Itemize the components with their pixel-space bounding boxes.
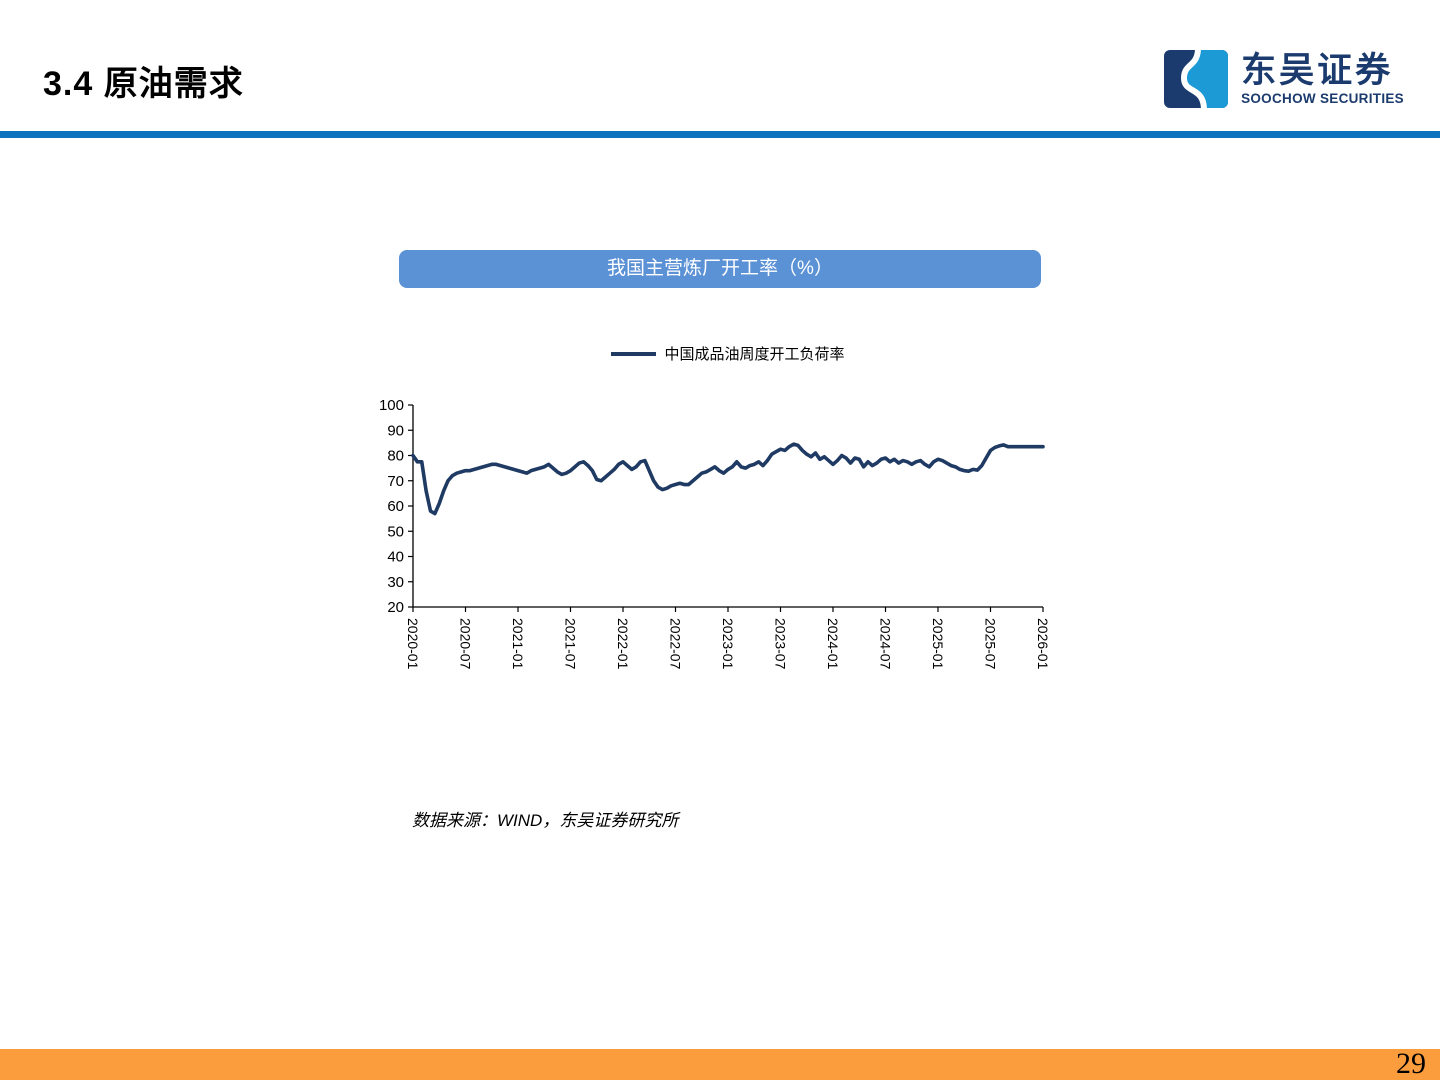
svg-text:50: 50 [387, 523, 404, 540]
logo-name-en: SOOCHOW SECURITIES [1241, 91, 1404, 107]
chart-legend: 中国成品油周度开工负荷率 [413, 343, 1043, 364]
legend-line-swatch [611, 351, 657, 356]
footer-bar: 29 [0, 1047, 1440, 1080]
svg-text:2024-07: 2024-07 [878, 618, 894, 670]
svg-text:20: 20 [387, 599, 404, 616]
logo-text: 东吴证券 SOOCHOW SECURITIES [1241, 50, 1404, 107]
svg-text:2023-07: 2023-07 [773, 618, 789, 670]
line-chart-svg: 20 30 40 50 60 70 80 90 100 2020-01 2020-07 2021-01… [379, 397, 1051, 670]
header-divider [0, 131, 1440, 138]
chart-panel-title: 我国主营炼厂开工率（%） [399, 250, 1041, 288]
svg-text:2024-01: 2024-01 [825, 618, 841, 670]
svg-text:40: 40 [387, 549, 404, 566]
svg-text:70: 70 [387, 473, 404, 490]
svg-text:30: 30 [387, 574, 404, 591]
soochow-logo-icon [1164, 50, 1229, 108]
svg-text:2025-07: 2025-07 [983, 618, 999, 670]
svg-text:90: 90 [387, 422, 404, 439]
page-title: 3.4 原油需求 [43, 65, 244, 103]
svg-text:2020-07: 2020-07 [458, 618, 474, 670]
svg-text:2026-01: 2026-01 [1035, 618, 1051, 670]
svg-text:100: 100 [379, 397, 404, 414]
legend-series-label: 中国成品油周度开工负荷率 [664, 346, 845, 363]
svg-text:2025-01: 2025-01 [930, 618, 946, 670]
svg-text:2022-07: 2022-07 [668, 618, 684, 670]
logo-name-cn: 东吴证券 [1241, 50, 1394, 90]
data-source-note: 数据来源：WIND，东吴证券研究所 [412, 811, 679, 830]
page-number: 29 [1396, 1047, 1426, 1080]
company-logo: 东吴证券 SOOCHOW SECURITIES [1164, 50, 1404, 108]
svg-text:2021-01: 2021-01 [510, 618, 526, 670]
line-chart-plot: 20 30 40 50 60 70 80 90 100 2020-01 2020-07 2021-01… [365, 393, 1060, 708]
svg-text:2023-01: 2023-01 [720, 618, 736, 670]
svg-text:2020-01: 2020-01 [405, 618, 421, 670]
svg-text:80: 80 [387, 448, 404, 465]
svg-text:60: 60 [387, 498, 404, 515]
svg-text:2021-07: 2021-07 [563, 618, 579, 670]
svg-text:2022-01: 2022-01 [615, 618, 631, 670]
